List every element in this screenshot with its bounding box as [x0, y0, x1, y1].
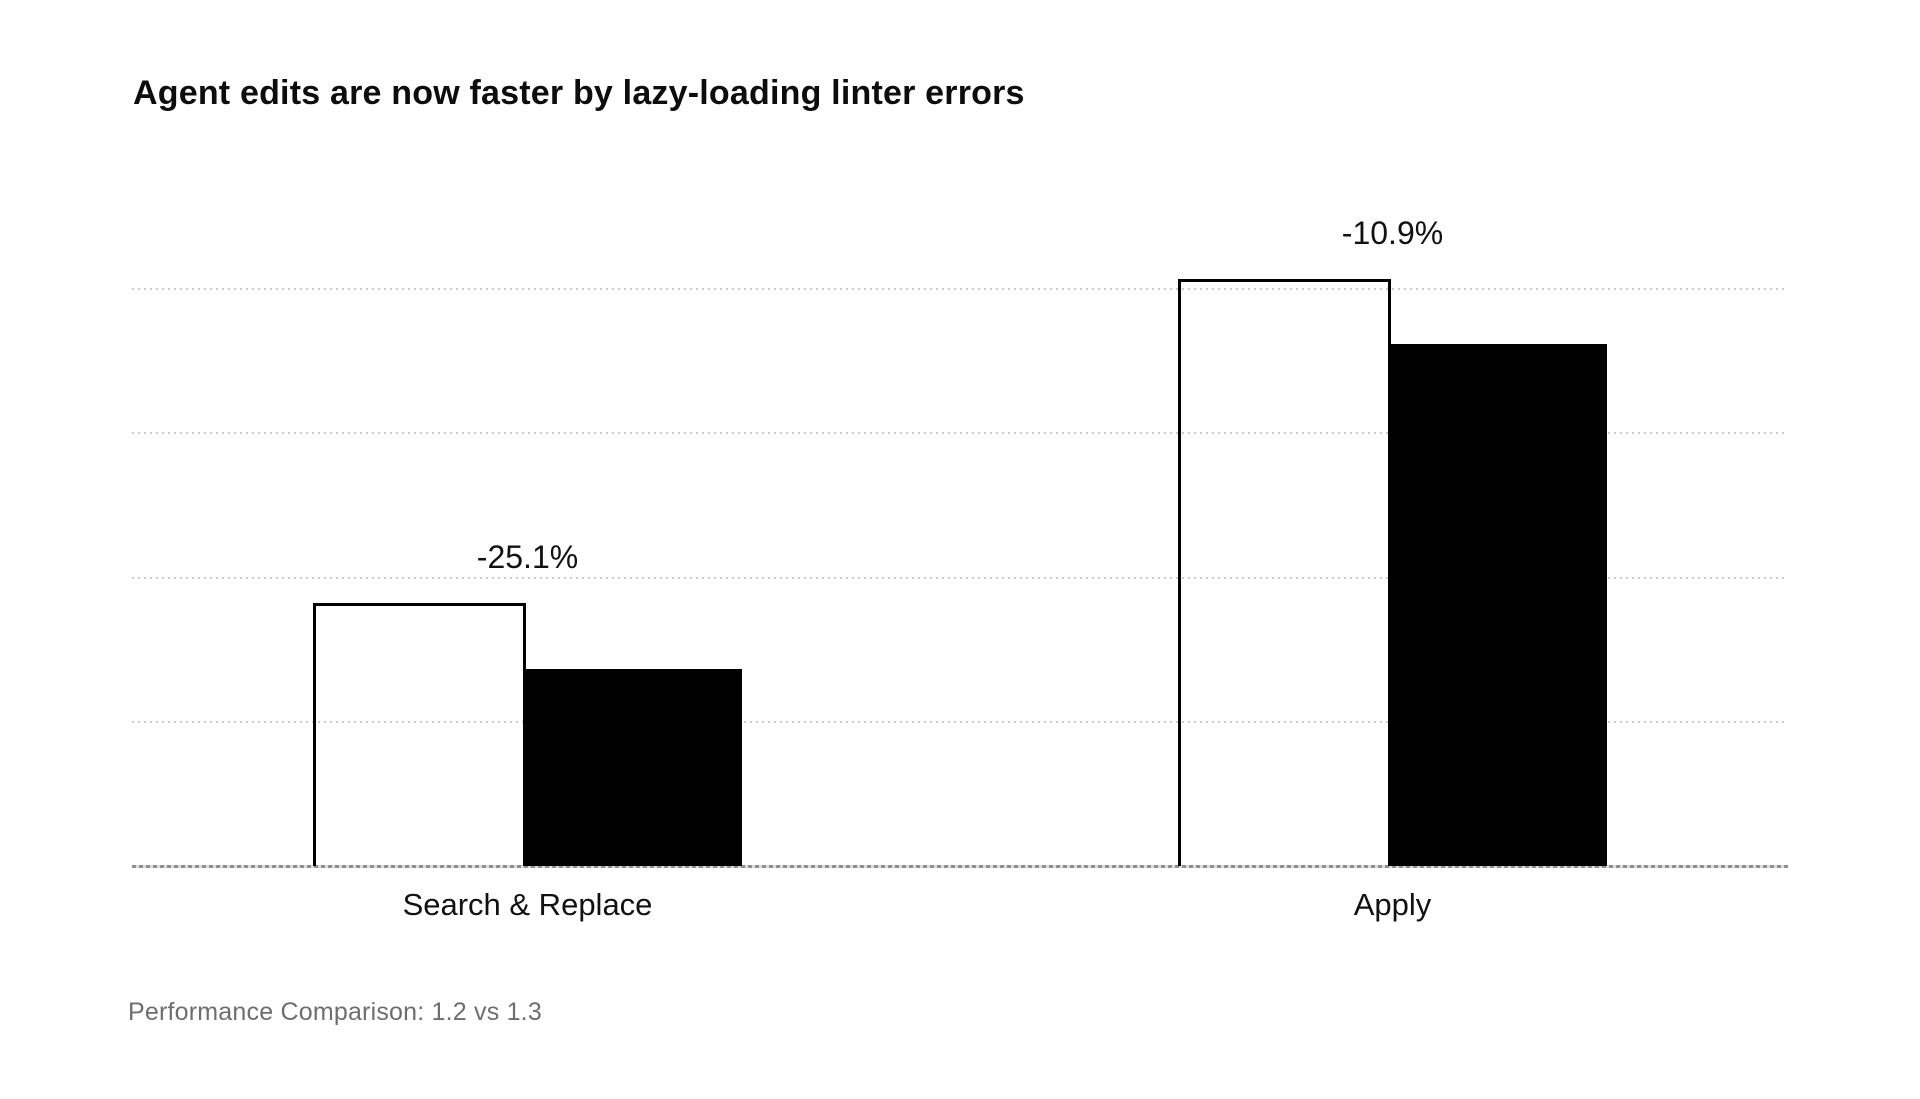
- bar-v13-search-replace: [526, 669, 742, 866]
- gridline: [132, 288, 1788, 290]
- bar-group-search-replace: -25.1% Search & Replace: [313, 0, 742, 922]
- x-axis-line: [132, 865, 1788, 868]
- category-label-apply: Apply: [1353, 887, 1432, 922]
- gridline: [132, 721, 1788, 723]
- plot-area: -25.1% Search & Replace -10.9% Apply: [132, 0, 1788, 922]
- gridline: [132, 577, 1788, 579]
- delta-label-search-replace: -25.1%: [476, 539, 579, 575]
- bar-v13-apply: [1391, 344, 1607, 866]
- category-label-search-replace: Search & Replace: [402, 887, 653, 922]
- gridline: [132, 432, 1788, 434]
- caption: Performance Comparison: 1.2 vs 1.3: [128, 998, 542, 1026]
- bar-v12-apply: [1178, 279, 1391, 866]
- delta-label-apply: -10.9%: [1341, 215, 1444, 251]
- chart-title: Agent edits are now faster by lazy-loadi…: [133, 74, 1025, 112]
- bar-group-apply: -10.9% Apply: [1178, 0, 1607, 922]
- bar-v12-search-replace: [313, 603, 526, 866]
